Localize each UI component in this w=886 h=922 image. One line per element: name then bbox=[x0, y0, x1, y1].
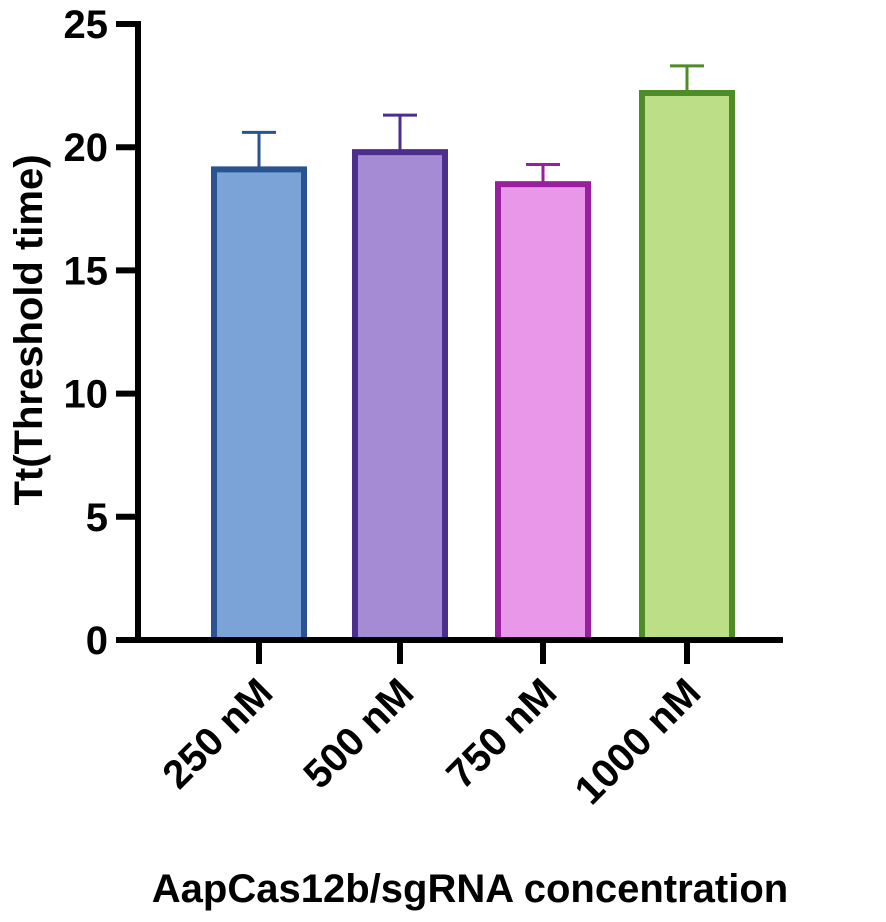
y-tick-label: 5 bbox=[86, 496, 108, 540]
x-axis-title: AapCas12b/sgRNA concentration bbox=[152, 867, 788, 911]
y-tick-label: 15 bbox=[64, 249, 109, 293]
x-tick-label: 500 nM bbox=[295, 670, 422, 797]
y-axis-title: Tt(Threshold time) bbox=[7, 154, 51, 505]
bar bbox=[211, 166, 307, 643]
x-ticks-layer: 250 nM 500 nM 750 nM 1000 nM bbox=[154, 640, 709, 813]
x-tick-label: 750 nM bbox=[438, 670, 565, 797]
bars-layer bbox=[211, 89, 735, 644]
bar bbox=[639, 89, 735, 643]
y-ticks-layer: 0 5 10 15 20 25 bbox=[64, 3, 138, 663]
bar bbox=[495, 181, 591, 643]
y-tick-label: 0 bbox=[86, 619, 108, 663]
y-tick-label: 20 bbox=[64, 126, 109, 170]
y-tick-label: 10 bbox=[64, 373, 109, 417]
error-bars-layer bbox=[242, 64, 704, 185]
bar bbox=[352, 149, 448, 644]
x-tick-label: 1000 nM bbox=[567, 670, 710, 813]
x-tick-label: 250 nM bbox=[154, 670, 281, 797]
y-tick-label: 25 bbox=[64, 3, 109, 47]
